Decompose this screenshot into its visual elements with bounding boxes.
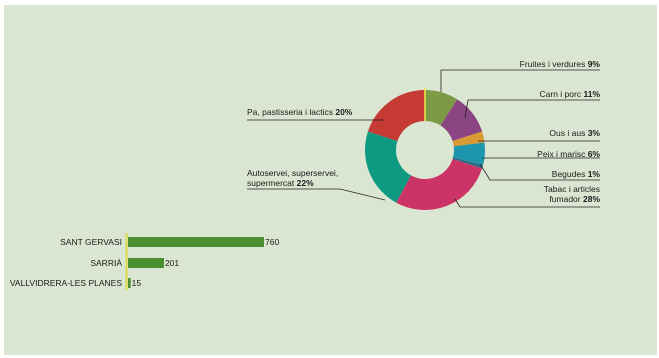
donut-labels: Fruites i verdures 9% Carn i porc 11% Ous … [247,59,601,208]
donut-slice-begudes [452,157,484,169]
bar-sant-gervasi [128,237,264,247]
slice-label-autoservei-superservei-supermercat: Autoservei, superservei, supermercat 22% [247,168,338,188]
donut-slice-ous-i-aus [452,131,485,147]
donut-slice-pa-pastisseria-i-lactics [367,90,425,142]
slice-label-ous-i-aus: Ous i aus 3% [549,128,600,138]
category-label-vallvidrera-les-planes: VALLVIDRERA-LES PLANES [10,278,122,288]
category-label-sarria: SARRIÀ [90,258,122,268]
leader-line-fruites-i-verdures [440,69,600,92]
bar-vallvidrera-les-planes [128,278,131,288]
donut-chart [365,88,485,210]
bar-sarria [128,258,164,268]
category-label-sant-gervasi: SANT GERVASI [60,237,122,247]
donut-slice-peix-i-marisc [453,142,485,165]
leader-line-tabac-i-articles-fumador [454,198,600,208]
bar-chart: SANT GERVASI 760 SARRIÀ 201 VALLVIDRERA-LES … [10,233,279,290]
value-label-sant-gervasi: 760 [265,237,279,247]
donut-slice-carn-i-porc [440,99,483,142]
slice-label-peix-i-marisc: Peix i marisc 6% [537,149,600,159]
leader-line-carn-i-porc [464,99,600,119]
slice-label-tabac-i-articles-fumador: Tabac i articles fumador 28% [544,184,601,204]
donut-slice-fruites-i-verdures [425,90,458,126]
slice-label-begudes: Begudes 1% [552,169,601,179]
slice-label-carn-i-porc: Carn i porc 11% [540,89,601,99]
slice-label-pa-pastisseria-i-lactics: Pa, pastisseria i lactics 20% [247,107,353,117]
donut-slice-tabac-i-articles-fumador [396,158,483,210]
leader-line-autoservei-superservei-supermercat [247,188,386,201]
value-label-sarria: 201 [165,258,179,268]
slice-label-fruites-i-verdures: Fruites i verdures 9% [520,59,601,69]
donut-slice-autoservei-superservei-supermercat [365,131,412,203]
value-label-vallvidrera-les-planes: 15 [132,278,142,288]
leader-line-begudes [479,163,600,181]
